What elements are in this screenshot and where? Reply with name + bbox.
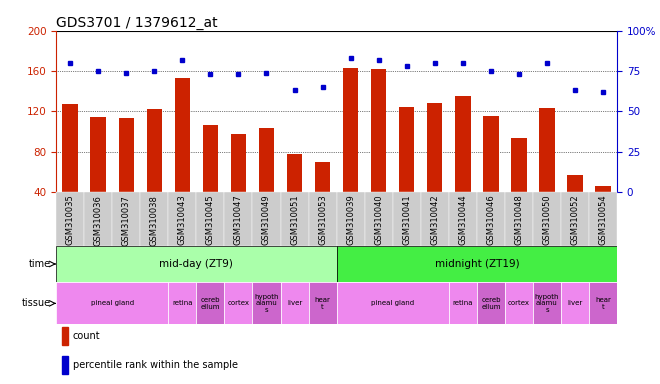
Text: GSM310036: GSM310036 (94, 195, 103, 245)
Bar (365, 192, 393, 246)
Text: GSM310052: GSM310052 (570, 195, 579, 245)
Bar (568, 175, 583, 192)
Bar (63, 104, 78, 192)
Bar (477, 192, 505, 246)
Bar (197, 192, 224, 246)
Bar (343, 68, 358, 192)
Bar (505, 282, 533, 324)
Text: GSM310037: GSM310037 (121, 195, 131, 245)
Bar (140, 192, 168, 246)
Bar (533, 192, 561, 246)
Bar (197, 282, 224, 324)
Text: cereb
ellum: cereb ellum (481, 297, 501, 310)
Bar (337, 246, 617, 282)
Bar (62, 356, 69, 374)
Bar (259, 129, 274, 192)
Bar (539, 108, 554, 192)
Bar (309, 282, 337, 324)
Text: GSM310035: GSM310035 (65, 195, 75, 245)
Text: pineal gland: pineal gland (371, 300, 414, 306)
Bar (589, 282, 617, 324)
Text: cereb
ellum: cereb ellum (201, 297, 220, 310)
Bar (147, 109, 162, 192)
Text: hear
t: hear t (595, 297, 611, 310)
Bar (203, 126, 218, 192)
Bar (533, 282, 561, 324)
Bar (252, 192, 280, 246)
Text: mid-day (ZT9): mid-day (ZT9) (160, 259, 233, 269)
Text: percentile rank within the sample: percentile rank within the sample (73, 360, 238, 370)
Bar (455, 96, 471, 192)
Bar (175, 78, 190, 192)
Text: cortex: cortex (508, 300, 530, 306)
Bar (449, 192, 477, 246)
Text: GSM310045: GSM310045 (206, 195, 215, 245)
Bar (56, 192, 84, 246)
Bar (421, 192, 449, 246)
Text: GSM310042: GSM310042 (430, 195, 440, 245)
Bar (505, 192, 533, 246)
Text: GSM310050: GSM310050 (543, 195, 552, 245)
Text: liver: liver (287, 300, 302, 306)
Text: liver: liver (568, 300, 583, 306)
Text: GSM310047: GSM310047 (234, 195, 243, 245)
Bar (337, 282, 449, 324)
Bar (252, 282, 280, 324)
Text: GSM310048: GSM310048 (514, 195, 523, 245)
Text: hypoth
alamu
s: hypoth alamu s (535, 294, 559, 313)
Text: GSM310051: GSM310051 (290, 195, 299, 245)
Bar (483, 116, 498, 192)
Bar (427, 103, 442, 192)
Bar (589, 192, 617, 246)
Text: GSM310038: GSM310038 (150, 195, 159, 245)
Bar (231, 134, 246, 192)
Bar (309, 192, 337, 246)
Bar (224, 282, 252, 324)
Bar (168, 282, 197, 324)
Text: GSM310049: GSM310049 (262, 195, 271, 245)
Text: GSM310039: GSM310039 (346, 195, 355, 245)
Bar (337, 192, 365, 246)
Text: tissue: tissue (21, 298, 50, 308)
Bar (56, 246, 337, 282)
Text: GSM310043: GSM310043 (178, 195, 187, 245)
Text: GSM310046: GSM310046 (486, 195, 496, 245)
Text: GSM310053: GSM310053 (318, 195, 327, 245)
Text: pineal gland: pineal gland (90, 300, 134, 306)
Bar (56, 282, 168, 324)
Text: count: count (73, 331, 100, 341)
Bar (399, 107, 414, 192)
Bar (84, 192, 112, 246)
Bar (512, 137, 527, 192)
Bar (595, 186, 611, 192)
Text: hear
t: hear t (315, 297, 331, 310)
Bar (112, 192, 140, 246)
Bar (449, 282, 477, 324)
Text: retina: retina (453, 300, 473, 306)
Bar (90, 118, 106, 192)
Text: retina: retina (172, 300, 193, 306)
Text: time: time (28, 259, 50, 269)
Bar (393, 192, 421, 246)
Bar (371, 69, 386, 192)
Bar (477, 282, 505, 324)
Text: hypoth
alamu
s: hypoth alamu s (254, 294, 279, 313)
Bar (119, 118, 134, 192)
Text: cortex: cortex (228, 300, 249, 306)
Text: GSM310040: GSM310040 (374, 195, 383, 245)
Text: GSM310041: GSM310041 (402, 195, 411, 245)
Text: midnight (ZT19): midnight (ZT19) (434, 259, 519, 269)
Bar (287, 154, 302, 192)
Bar (280, 192, 309, 246)
Bar (561, 282, 589, 324)
Text: GSM310054: GSM310054 (599, 195, 608, 245)
Text: GSM310044: GSM310044 (458, 195, 467, 245)
Bar (62, 327, 69, 345)
Bar (315, 162, 330, 192)
Bar (224, 192, 252, 246)
Bar (561, 192, 589, 246)
Text: GDS3701 / 1379612_at: GDS3701 / 1379612_at (56, 16, 218, 30)
Bar (168, 192, 197, 246)
Bar (280, 282, 309, 324)
